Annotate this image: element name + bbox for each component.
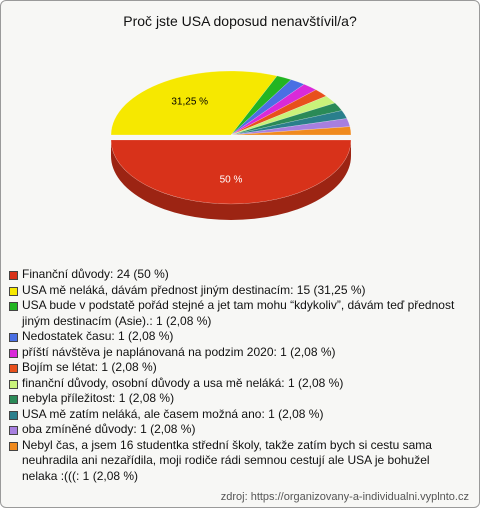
legend-label: Nebyl čas, a jsem 16 studentka střední š…	[22, 437, 432, 483]
legend-item: Nedostatek času: 1 (2,08 %)	[9, 329, 464, 345]
source-note: zdroj: https://organizovany-a-individual…	[220, 491, 469, 503]
legend: Finanční důvody: 24 (50 %) USA mě neláká,…	[9, 267, 464, 484]
pie-sides	[110, 140, 351, 220]
legend-item: Nebyl čas, a jsem 16 studentka střední š…	[9, 438, 464, 485]
slice-label: 31,25 %	[171, 97, 208, 108]
legend-item: USA bude v podstatě pořád stejné a jet t…	[9, 298, 464, 329]
pie-tops	[110, 70, 352, 205]
chart-title: Proč jste USA doposud nenavštívil/a?	[123, 13, 357, 29]
slice	[230, 75, 292, 136]
slice	[110, 70, 278, 136]
pie-area: 50 % 31,25 %	[110, 70, 352, 220]
legend-swatch	[9, 333, 18, 342]
legend-item: finanční důvody, osobní důvody a usa mě …	[9, 376, 464, 392]
slice-label: 50 %	[220, 174, 243, 185]
legend-item: USA mě zatím neláká, ale časem možná ano…	[9, 407, 464, 423]
slice	[230, 83, 317, 136]
legend-label: USA bude v podstatě pořád stejné a jet t…	[22, 298, 455, 328]
legend-swatch	[9, 395, 18, 404]
legend-label: USA mě neláká, dávám přednost jiným dest…	[22, 282, 366, 297]
legend-item: Finanční důvody: 24 (50 %)	[9, 267, 464, 283]
slice	[230, 79, 305, 136]
legend-swatch	[9, 379, 18, 389]
slice	[230, 89, 327, 136]
legend-swatch	[9, 364, 18, 373]
slice	[110, 139, 352, 205]
legend-label: příští návštěva je naplánovaná na podzim…	[22, 344, 336, 359]
slice-side	[110, 140, 351, 220]
legend-swatch	[9, 302, 18, 311]
legend-swatch	[9, 410, 18, 420]
slice	[230, 110, 348, 136]
legend-label: finanční důvody, osobní důvody a usa mě …	[22, 375, 344, 390]
legend-label: Nedostatek času: 1 (2,08 %)	[22, 329, 174, 343]
pie-labels: 50 % 31,25 %	[171, 97, 242, 186]
legend-swatch	[9, 441, 18, 451]
legend-swatch	[9, 271, 18, 280]
slice	[230, 102, 343, 136]
legend-label: nebyla příležitost: 1 (2,08 %)	[22, 391, 175, 405]
slice	[230, 95, 336, 136]
legend-label: USA mě zatím neláká, ale časem možná ano…	[22, 406, 324, 421]
legend-label: Finanční důvody: 24 (50 %)	[22, 267, 169, 281]
legend-item: Bojím se létat: 1 (2,08 %)	[9, 360, 464, 376]
legend-label: Bojím se létat: 1 (2,08 %)	[22, 360, 157, 374]
slice	[230, 118, 351, 136]
legend-swatch	[9, 426, 18, 435]
legend-item: oba zmíněné důvody: 1 (2,08 %)	[9, 422, 464, 438]
legend-swatch	[9, 286, 18, 296]
legend-item: nebyla příležitost: 1 (2,08 %)	[9, 391, 464, 407]
legend-swatch	[9, 348, 18, 358]
legend-item: USA mě neláká, dávám přednost jiným dest…	[9, 283, 464, 299]
legend-item: příští návštěva je naplánovaná na podzim…	[9, 345, 464, 361]
legend-label: oba zmíněné důvody: 1 (2,08 %)	[22, 422, 196, 436]
slice	[230, 126, 352, 136]
